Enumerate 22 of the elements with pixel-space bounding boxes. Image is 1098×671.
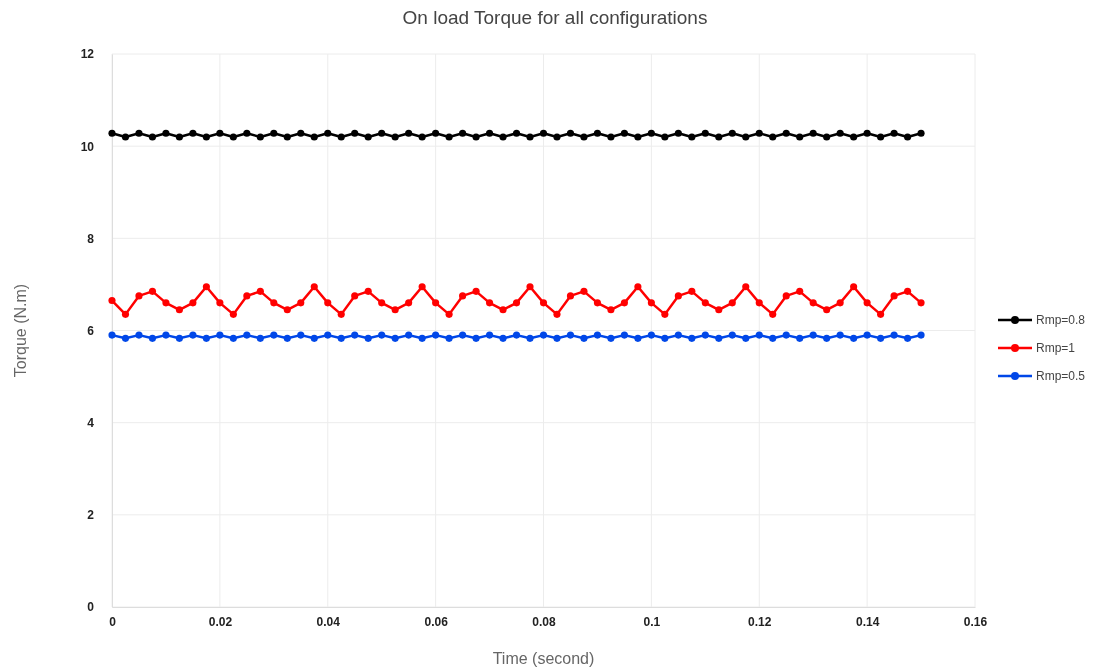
x-tick-label: 0.16 — [963, 614, 988, 629]
y-tick-label: 8 — [87, 231, 95, 246]
x-tick-label: 0.06 — [424, 614, 449, 629]
y-tick-label: 0 — [87, 600, 95, 615]
y-tick-label: 12 — [80, 47, 95, 62]
x-tick-label: 0.04 — [316, 614, 341, 629]
x-tick-label: 0.08 — [532, 614, 556, 629]
y-tick-label: 6 — [87, 323, 95, 338]
x-axis-title: Time (second) — [492, 650, 595, 667]
x-tick-label: 0.12 — [748, 614, 772, 629]
x-tick-label: 0.1 — [643, 614, 661, 629]
x-tick-label: 0.14 — [855, 614, 880, 629]
y-tick-label: 4 — [87, 416, 95, 431]
chart-title: On load Torque for all configurations — [402, 7, 708, 28]
x-tick-label: 0.02 — [208, 614, 233, 629]
y-axis-title: Torque (N.m) — [12, 283, 29, 378]
legend-label: Rmp=0.5 — [1036, 369, 1086, 383]
y-tick-label: 10 — [80, 139, 95, 154]
legend-label: Rmp=1 — [1036, 341, 1076, 355]
x-tick-label: 0 — [109, 614, 117, 629]
y-tick-label: 2 — [87, 508, 95, 523]
legend-label: Rmp=0.8 — [1036, 313, 1086, 327]
